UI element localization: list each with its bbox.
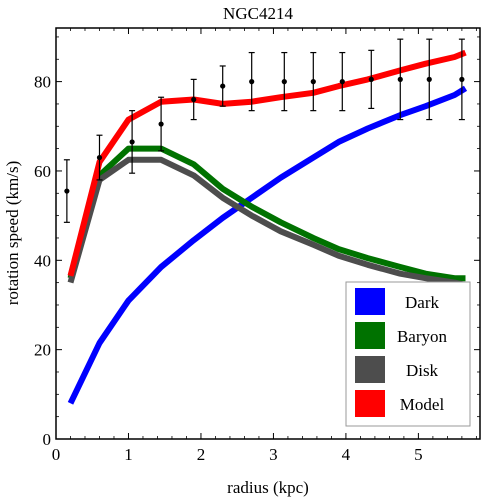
observed-point xyxy=(368,49,375,110)
x-tick-label: 3 xyxy=(269,445,278,464)
observed-point xyxy=(281,51,288,112)
observed-point xyxy=(96,134,103,181)
observed-marker xyxy=(426,76,432,82)
observed-point xyxy=(458,38,465,121)
observed-marker xyxy=(281,79,287,85)
y-tick-label: 80 xyxy=(34,73,51,92)
y-tick-label: 0 xyxy=(43,430,52,449)
observed-marker xyxy=(310,79,316,85)
observed-marker xyxy=(220,83,226,89)
legend-swatch-baryon xyxy=(355,322,385,349)
observed-marker xyxy=(191,96,197,103)
legend-label-model: Model xyxy=(400,395,445,414)
observed-point xyxy=(310,51,317,112)
legend-swatch-dark xyxy=(355,288,385,315)
observed-marker xyxy=(64,188,70,194)
observed-marker xyxy=(459,76,465,82)
x-tick-label: 2 xyxy=(197,445,206,464)
observed-point xyxy=(248,51,255,112)
x-axis-label: radius (kpc) xyxy=(227,478,309,497)
observed-marker xyxy=(158,121,164,127)
legend: Dark Baryon Disk Model xyxy=(345,281,471,427)
y-tick-label: 40 xyxy=(34,251,51,270)
observed-marker xyxy=(129,139,135,145)
x-tick-label: 1 xyxy=(124,445,133,464)
model-curves xyxy=(67,49,468,405)
series-line-disk xyxy=(67,156,467,288)
series-line-baryon xyxy=(67,145,466,282)
plot-frame xyxy=(55,27,481,440)
observed-marker xyxy=(249,79,255,85)
observed-point xyxy=(397,38,404,121)
legend-swatch-model xyxy=(355,390,385,417)
observed-point xyxy=(129,110,136,174)
observed-point xyxy=(190,78,197,121)
observed-point xyxy=(63,159,70,223)
series-line-dark xyxy=(67,85,468,405)
legend-label-disk: Disk xyxy=(406,361,439,380)
observed-point xyxy=(339,51,346,112)
observed-marker xyxy=(339,79,345,85)
chart-title: NGC4214 xyxy=(223,4,293,23)
axis-ticks: 0 1 2 3 4 5 0 20 40 60 80 xyxy=(34,28,480,464)
legend-label-dark: Dark xyxy=(405,293,439,312)
observed-point xyxy=(426,38,433,121)
observed-point xyxy=(219,65,226,107)
y-axis-label: rotation speed (km/s) xyxy=(3,161,22,305)
observed-marker xyxy=(368,76,374,82)
y-tick-label: 20 xyxy=(34,341,51,360)
x-tick-label: 4 xyxy=(342,445,351,464)
legend-label-baryon: Baryon xyxy=(397,327,448,346)
observed-marker xyxy=(397,76,403,82)
observed-data-points xyxy=(63,38,465,223)
y-tick-label: 60 xyxy=(34,162,51,181)
observed-marker xyxy=(96,154,103,161)
x-tick-label: 5 xyxy=(414,445,423,464)
series-line-model xyxy=(67,49,467,277)
x-tick-label: 0 xyxy=(52,445,61,464)
observed-point xyxy=(158,96,165,152)
legend-swatch-disk xyxy=(355,356,385,383)
